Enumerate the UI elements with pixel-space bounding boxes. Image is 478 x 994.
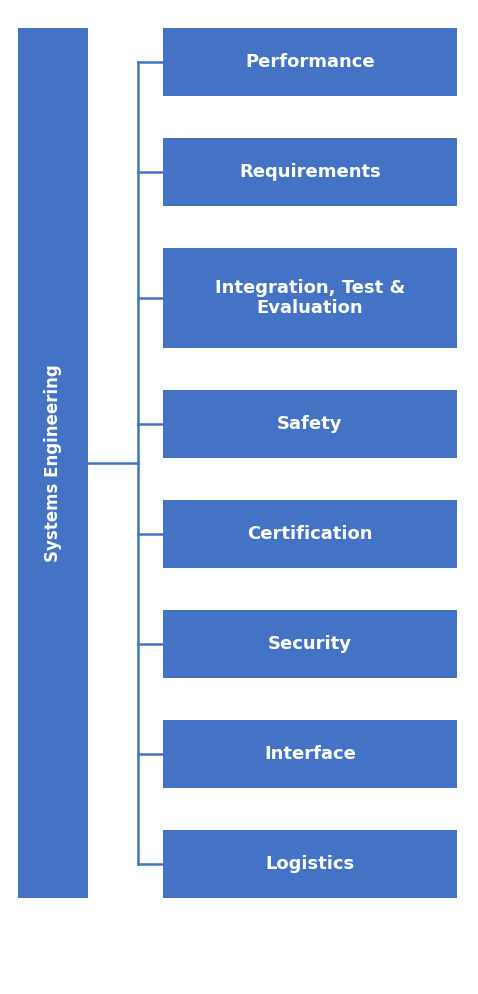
Text: Requirements: Requirements [239, 163, 381, 181]
Text: Logistics: Logistics [265, 855, 355, 873]
Bar [163, 138, 457, 206]
Bar [163, 248, 457, 348]
Text: Performance: Performance [245, 53, 375, 71]
Bar [163, 830, 457, 898]
Bar [163, 390, 457, 458]
Text: Security: Security [268, 635, 352, 653]
Bar [163, 500, 457, 568]
Text: Certification: Certification [247, 525, 373, 543]
Text: Safety: Safety [277, 415, 343, 433]
Text: Integration, Test &
Evaluation: Integration, Test & Evaluation [215, 278, 405, 317]
Bar [163, 28, 457, 96]
Text: Systems Engineering: Systems Engineering [44, 364, 62, 562]
Text: Interface: Interface [264, 745, 356, 763]
Bar [18, 28, 88, 898]
Bar [163, 720, 457, 788]
Bar [163, 610, 457, 678]
